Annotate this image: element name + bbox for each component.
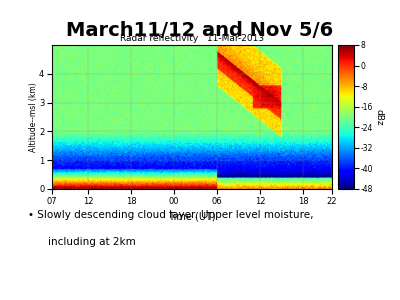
Y-axis label: Altitude--msl (km): Altitude--msl (km) xyxy=(28,82,38,152)
Text: • Slowly descending cloud layer. Upper level moisture,: • Slowly descending cloud layer. Upper l… xyxy=(28,210,314,220)
X-axis label: Time (UT): Time (UT) xyxy=(168,211,216,221)
Y-axis label: dBz: dBz xyxy=(375,109,384,125)
Text: including at 2km: including at 2km xyxy=(48,237,136,247)
Text: March11/12 and Nov 5/6: March11/12 and Nov 5/6 xyxy=(66,21,334,40)
Title: Radar reflectivity   11-Mar-2013: Radar reflectivity 11-Mar-2013 xyxy=(120,34,264,43)
